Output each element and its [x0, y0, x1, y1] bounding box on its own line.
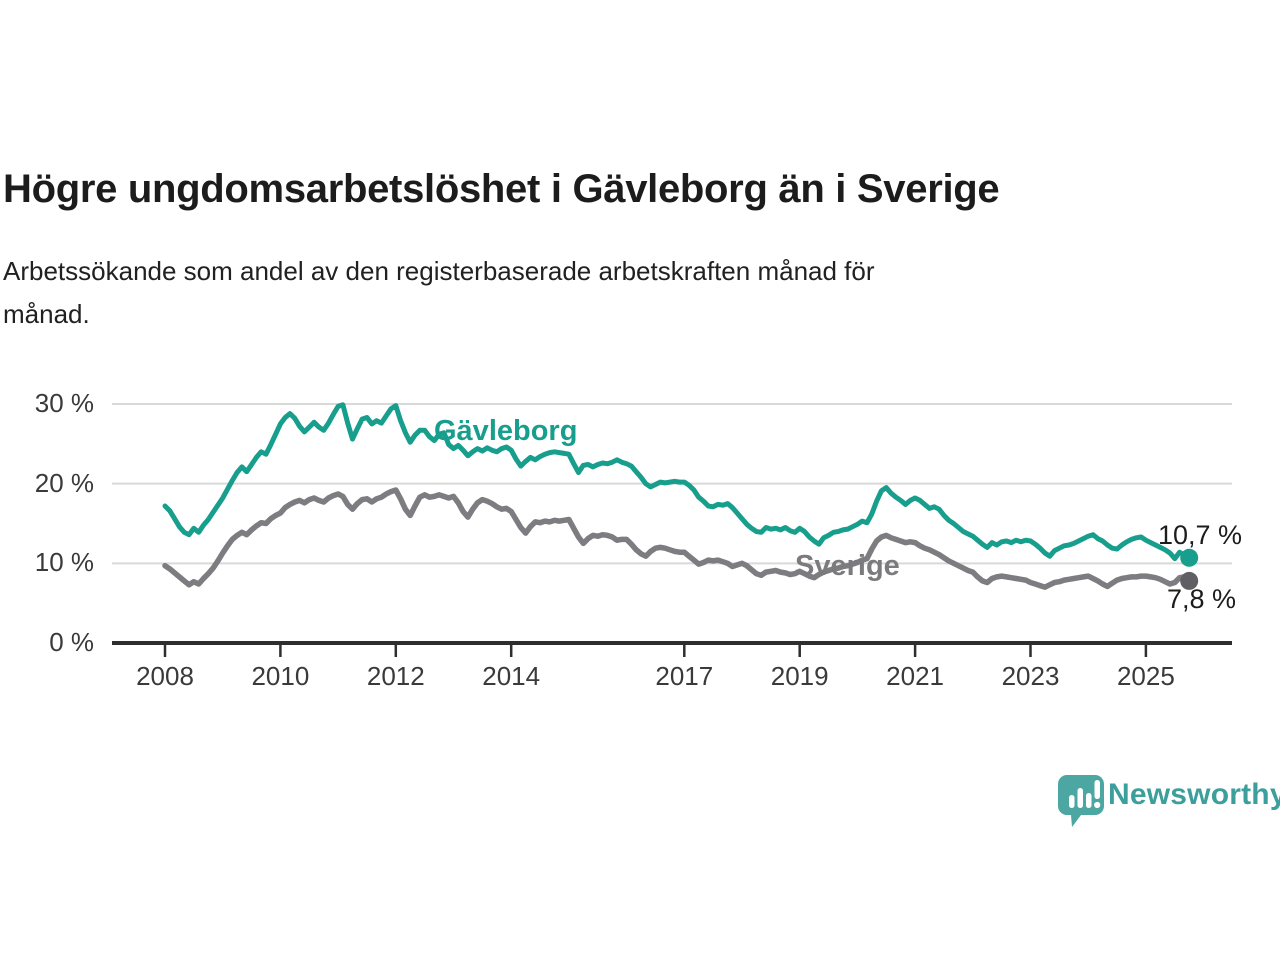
endpoint-dot-sverige	[1180, 571, 1199, 590]
y-axis-label: 10 %	[34, 547, 94, 578]
series-label-gavleborg: Gävleborg	[434, 415, 578, 447]
series-label-sverige: Sverige	[795, 550, 900, 582]
newsworthy-logo: Newsworthy	[1056, 773, 1280, 829]
chart-subtitle-line2: månad.	[3, 299, 90, 329]
y-axis-label: 30 %	[34, 387, 94, 418]
x-axis-label: 2012	[366, 661, 425, 691]
series-line-gavleborg	[162, 402, 1192, 562]
x-axis-label: 2017	[655, 661, 714, 691]
y-axis-label: 0 %	[49, 627, 94, 657]
y-axis-label: 20 %	[34, 467, 94, 498]
x-axis-label: 2025	[1116, 661, 1175, 691]
x-axis-label: 2019	[770, 661, 829, 691]
logo-text: Newsworthy	[1108, 778, 1280, 811]
x-axis-label: 2023	[1001, 661, 1060, 691]
chart-subtitle-line1: Arbetssökande som andel av den registerb…	[3, 256, 875, 286]
x-axis-label: 2008	[136, 661, 194, 691]
x-axis-label: 2021	[886, 661, 945, 691]
endpoint-dot-gavleborg	[1180, 548, 1199, 567]
end-value-label-sverige: 7,8 %	[1167, 584, 1237, 614]
chart-subtitle: Arbetssökande som andel av den registerb…	[3, 250, 1203, 336]
chart-title: Högre ungdomsarbetslöshet i Gävleborg än…	[3, 166, 1000, 211]
x-axis-label: 2010	[251, 661, 310, 691]
bar-chart-speech-bubble-icon	[1058, 775, 1104, 827]
series-line-sverige	[162, 487, 1192, 590]
x-axis-label: 2014	[482, 661, 541, 691]
end-value-label-gavleborg: 10,7 %	[1158, 520, 1243, 550]
